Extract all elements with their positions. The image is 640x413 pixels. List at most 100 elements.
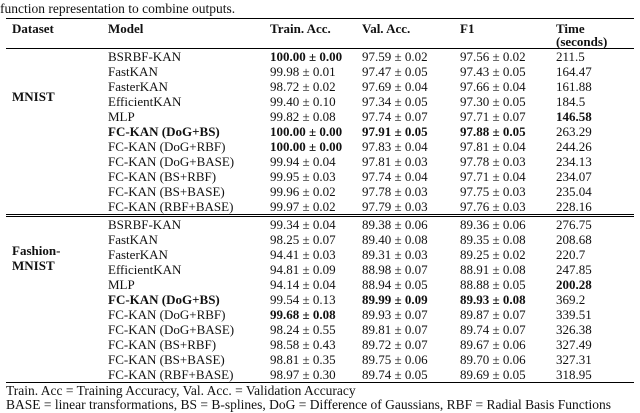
table-row: EfficientKAN 94.81 ± 0.09 88.98 ± 0.07 88.9… [6, 262, 634, 277]
cell-time: 327.49 [556, 337, 592, 352]
cell-val: 89.40 ± 0.08 [362, 232, 428, 247]
cell-f1: 89.36 ± 0.06 [460, 214, 556, 232]
cell-model: FC-KAN (DoG+RBF) [108, 307, 226, 322]
cell-train: 94.81 ± 0.09 [270, 262, 336, 277]
dataset-label: MNIST [6, 49, 108, 216]
cell-train: 98.72 ± 0.02 [270, 79, 336, 94]
table-row: FC-KAN (BS+RBF) 98.58 ± 0.43 89.72 ± 0.07 8… [6, 337, 634, 352]
cell-train: 98.24 ± 0.55 [270, 322, 336, 337]
results-table: Dataset Model Train. Acc. Val. Acc. F1 T… [6, 18, 634, 382]
cell-f1: 97.56 ± 0.02 [460, 49, 526, 64]
cell-val: 89.75 ± 0.06 [362, 352, 428, 367]
cell-time: 146.58 [556, 109, 592, 124]
table-row: FasterKAN 94.41 ± 0.03 89.31 ± 0.03 89.25 ±… [6, 247, 634, 262]
cell-val: 97.34 ± 0.05 [362, 94, 428, 109]
table-row: FC-KAN (BS+RBF) 99.95 ± 0.03 97.74 ± 0.04 9… [6, 169, 634, 184]
cell-val: 97.74 ± 0.04 [362, 169, 428, 184]
cell-model: FC-KAN (BS+RBF) [108, 337, 217, 352]
cell-train: 98.25 ± 0.07 [270, 232, 336, 247]
cell-val: 97.47 ± 0.05 [362, 64, 428, 79]
cell-f1: 89.93 ± 0.08 [460, 292, 526, 307]
cell-time: 228.16 [556, 199, 592, 214]
table-row: FC-KAN (DoG+BS) 100.00 ± 0.00 97.91 ± 0.05… [6, 124, 634, 139]
cell-time: 247.85 [556, 262, 592, 277]
cell-f1: 89.70 ± 0.06 [460, 352, 526, 367]
table-row: EfficientKAN 99.40 ± 0.10 97.34 ± 0.05 97.3… [6, 94, 634, 109]
cell-val: 89.99 ± 0.09 [362, 292, 428, 307]
cell-model: FC-KAN (BS+RBF) [108, 169, 217, 184]
cell-model: BSRBF-KAN [108, 49, 181, 64]
cell-model: FC-KAN (BS+BASE) [108, 352, 225, 367]
cell-f1: 97.76 ± 0.03 [460, 199, 526, 214]
cell-f1: 97.30 ± 0.05 [460, 94, 526, 109]
cell-f1: 97.71 ± 0.07 [460, 109, 526, 124]
cell-val: 88.98 ± 0.07 [362, 262, 428, 277]
footnote-accuracy: Train. Acc = Training Accuracy, Val. Acc… [6, 383, 356, 398]
table-caption: function representation to combine outpu… [0, 1, 236, 16]
cell-train: 99.54 ± 0.13 [270, 292, 336, 307]
cell-train: 100.00 ± 0.00 [270, 49, 343, 64]
cell-model: BSRBF-KAN [108, 214, 270, 232]
cell-val: 89.93 ± 0.07 [362, 307, 428, 322]
cell-f1: 97.71 ± 0.04 [460, 169, 526, 184]
cell-time: 235.04 [556, 184, 592, 199]
cell-f1: 97.78 ± 0.03 [460, 154, 526, 169]
cell-model: FC-KAN (DoG+BASE) [108, 154, 235, 169]
cell-val: 97.91 ± 0.05 [362, 124, 428, 139]
cell-time: 220.7 [556, 247, 586, 262]
table-row: FC-KAN (DoG+BASE) 99.94 ± 0.04 97.81 ± 0.0… [6, 154, 634, 169]
cell-model: FastKAN [108, 64, 158, 79]
cell-model: FC-KAN (RBF+BASE) [108, 199, 234, 214]
cell-f1: 89.35 ± 0.08 [460, 232, 526, 247]
dataset-label-line: MNIST [12, 258, 55, 273]
cell-val: 89.38 ± 0.06 [362, 214, 460, 232]
cell-train: 99.96 ± 0.02 [270, 184, 336, 199]
footnote-abbreviations: BASE = linear transformations, BS = B-sp… [6, 397, 612, 412]
cell-time: 369.2 [556, 292, 586, 307]
cell-time: 164.47 [556, 64, 592, 79]
cell-time: 318.95 [556, 367, 592, 382]
cell-time: 263.29 [556, 124, 592, 139]
cell-val: 88.94 ± 0.05 [362, 277, 428, 292]
table-row: FC-KAN (DoG+RBF) 99.68 ± 0.08 89.93 ± 0.07… [6, 307, 634, 322]
cell-time: 327.31 [556, 352, 592, 367]
cell-val: 89.31 ± 0.03 [362, 247, 428, 262]
cell-time: 244.26 [556, 139, 592, 154]
cell-model: MLP [108, 109, 135, 124]
cell-f1: 97.81 ± 0.04 [460, 139, 526, 154]
cell-f1: 89.25 ± 0.02 [460, 247, 526, 262]
table-row: FC-KAN (DoG+BS) 99.54 ± 0.13 89.99 ± 0.09 8… [6, 292, 634, 307]
cell-val: 97.59 ± 0.02 [362, 49, 428, 64]
cell-train: 99.98 ± 0.01 [270, 64, 336, 79]
cell-train: 99.40 ± 0.10 [270, 94, 336, 109]
cell-model: FC-KAN (DoG+BS) [108, 124, 220, 139]
cell-time: 200.28 [556, 277, 592, 292]
cell-model: FC-KAN (DoG+RBF) [108, 139, 226, 154]
cell-train: 100.00 ± 0.00 [270, 124, 343, 139]
cell-f1: 88.88 ± 0.05 [460, 277, 526, 292]
cell-time: 211.5 [556, 49, 585, 64]
table-row: FC-KAN (DoG+BASE) 98.24 ± 0.55 89.81 ± 0.0… [6, 322, 634, 337]
header-row: Dataset Model Train. Acc. Val. Acc. F1 T… [6, 18, 634, 49]
cell-f1: 89.74 ± 0.07 [460, 322, 526, 337]
table-row: FastKAN 99.98 ± 0.01 97.47 ± 0.05 97.43 ± 0… [6, 64, 634, 79]
cell-val: 89.74 ± 0.05 [362, 367, 428, 382]
table-row: FasterKAN 98.72 ± 0.02 97.69 ± 0.04 97.66 ±… [6, 79, 634, 94]
cell-val: 97.79 ± 0.03 [362, 199, 428, 214]
cell-model: FC-KAN (DoG+BASE) [108, 322, 235, 337]
cell-train: 99.97 ± 0.02 [270, 199, 336, 214]
cell-val: 97.83 ± 0.04 [362, 139, 428, 154]
table-row: FC-KAN (RBF+BASE) 99.97 ± 0.02 97.79 ± 0.0… [6, 199, 634, 216]
cell-train: 100.00 ± 0.00 [270, 139, 343, 154]
cell-time: 339.51 [556, 307, 592, 322]
cell-model: EfficientKAN [108, 262, 182, 277]
cell-train: 98.58 ± 0.43 [270, 337, 336, 352]
header-model: Model [108, 18, 270, 49]
cell-f1: 89.69 ± 0.05 [460, 367, 526, 382]
cell-val: 97.81 ± 0.03 [362, 154, 428, 169]
table-body: MNIST BSRBF-KAN 100.00 ± 0.00 97.59 ± 0.02 9… [6, 49, 634, 382]
cell-time: 276.75 [556, 214, 634, 232]
cell-train: 94.14 ± 0.04 [270, 277, 336, 292]
table-row: MLP 94.14 ± 0.04 88.94 ± 0.05 88.88 ± 0.05 2… [6, 277, 634, 292]
table-row: FastKAN 98.25 ± 0.07 89.40 ± 0.08 89.35 ± 0… [6, 232, 634, 247]
